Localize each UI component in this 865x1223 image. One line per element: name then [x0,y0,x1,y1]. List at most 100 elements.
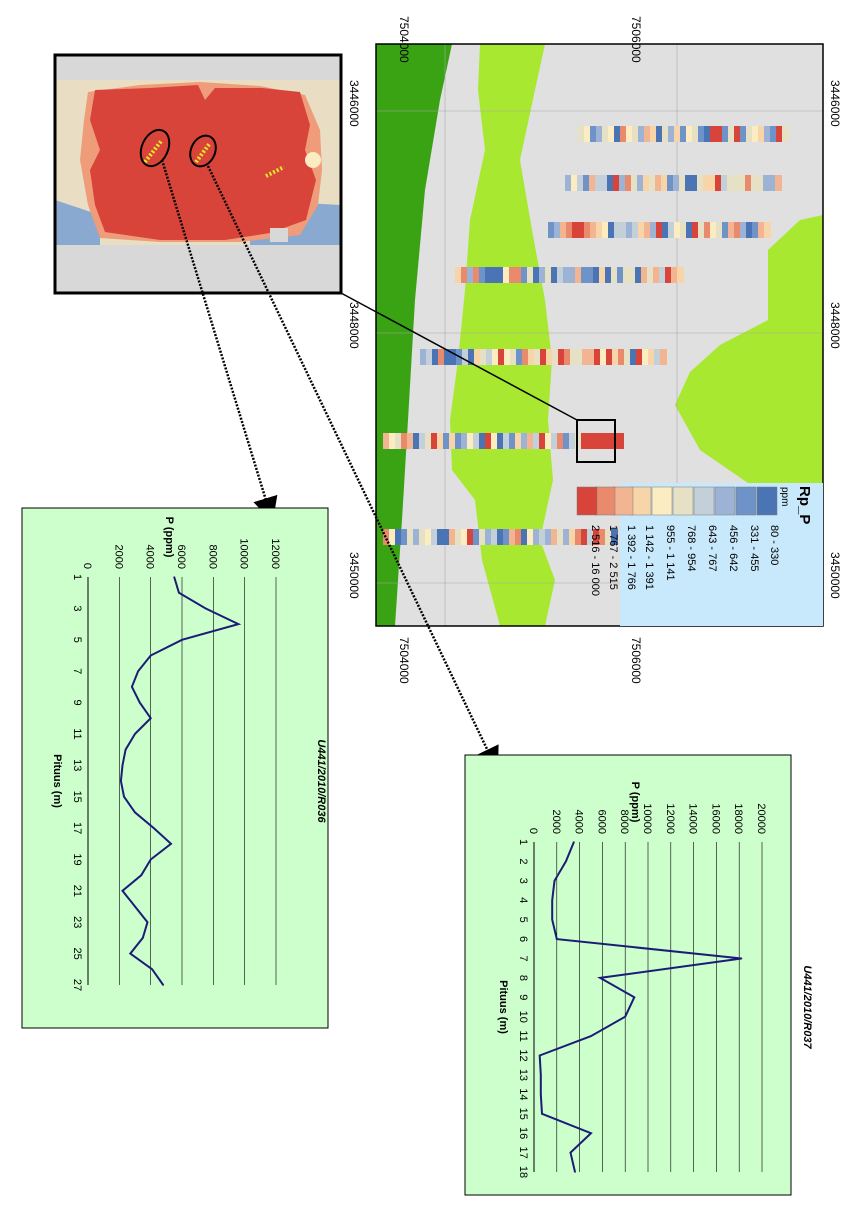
data-point [173,576,175,578]
sample-cell [679,175,686,191]
sample-cell [606,349,613,365]
legend-items: 80 - 330 331 - 455 456 - 642 643 - 767 768 -… [576,486,780,596]
sample-cell [545,529,552,545]
sample-cell [608,126,615,142]
map-frame [375,43,824,627]
y-tick-label: 6000 [175,545,187,569]
data-point [162,984,164,986]
x-tick-label: 14 [517,1088,529,1100]
legend-label: 1 142 - 1 391 [643,525,655,590]
chart-title: U441/2010/R037 [801,965,813,1049]
chart-r036: 0 2000 4000 6000 8000 10000 120001357911131517… [21,507,329,1029]
inset-gap [270,228,288,242]
data-point [123,795,125,798]
sample-cell [407,433,414,449]
legend-swatch [714,486,736,516]
sample-cell [600,349,607,365]
sample-cell [611,267,618,283]
sample-cell [588,349,595,365]
sample-cell [473,267,480,283]
axis-top-1: 7504000 [397,16,411,63]
legend-swatch [735,486,757,516]
sample-cell [455,433,462,449]
sample-cell [557,433,564,449]
axis-left-1: 3446000 [347,80,361,127]
data-point [181,638,183,641]
sample-cell [650,126,657,142]
sample-cell [584,126,591,142]
sample-cell [599,267,606,283]
sample-cell [704,126,711,142]
sample-cell [614,222,621,238]
data-point [540,1074,542,1076]
x-tick-label: 15 [71,791,83,803]
sample-cell [769,175,776,191]
sample-cell [607,175,614,191]
x-tick-label: 13 [517,1069,529,1081]
sample-cell [740,126,747,142]
sample-cell [492,349,499,365]
sample-cell [644,126,651,142]
x-tick-label: 9 [71,699,83,705]
sample-cell [510,349,517,365]
sample-cell [680,126,687,142]
sample-cell [764,222,771,238]
sample-cell [515,267,522,283]
y-tick-label: 0 [527,828,539,834]
sample-cell [468,349,475,365]
sample-profile [565,175,782,191]
data-point [134,733,136,735]
sample-cell [638,126,645,142]
sample-line-other [265,165,285,178]
chart-r037: 0 2000 4000 6000 8000 10000 12000 14000 16000 180… [464,754,813,1196]
sample-cell [665,267,672,283]
x-tick-label: 8 [517,975,529,981]
sample-cell [653,267,660,283]
legend-label: 768 - 954 [685,525,697,571]
sample-cell [637,175,644,191]
x-tick-label: 4 [517,897,529,903]
sample-cell [570,349,577,365]
sample-cell [540,349,547,365]
legend-swatch [594,486,616,516]
sample-cell [533,267,540,283]
y-tick-label: 0 [81,563,93,569]
y-tick-label: 12000 [664,803,676,834]
sample-cell [480,349,487,365]
sample-cell [655,175,662,191]
sample-cell [587,433,594,449]
sample-cell [557,267,564,283]
sample-cell [527,433,534,449]
sample-cell [401,433,408,449]
data-point [149,858,152,861]
sample-cell [721,175,728,191]
sample-cell [668,126,675,142]
sample-cell [569,529,576,545]
inset-frame [53,53,343,295]
sample-cell [431,433,438,449]
sample-cell [656,222,663,238]
sample-cell [692,126,699,142]
sample-cell [473,433,480,449]
sample-cell [545,267,552,283]
sample-cell [467,267,474,283]
highlight-ellipse-r036 [139,128,171,168]
data-point [569,1151,572,1154]
sample-cell [479,529,486,545]
sample-cell [443,529,450,545]
sample-cell [539,267,546,283]
y-tick-label: 4000 [573,810,585,834]
sample-cell [533,529,540,545]
sample-cell [425,529,432,545]
sample-cell [569,433,576,449]
sample-cell [485,433,492,449]
axis-bottom-2: 7506000 [629,637,643,684]
sample-cell [605,433,612,449]
sample-cell [551,267,558,283]
sample-cell [564,349,571,365]
sample-cell [383,433,390,449]
sample-cell [625,175,632,191]
data-point [146,921,149,924]
sample-cell [581,529,588,545]
x-tick-label: 13 [71,759,83,771]
